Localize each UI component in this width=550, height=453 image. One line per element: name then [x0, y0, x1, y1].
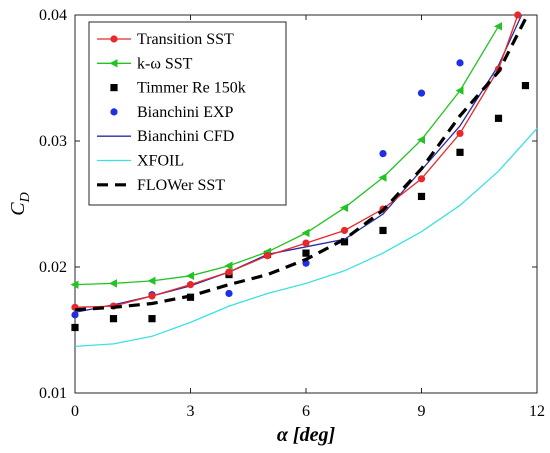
data-point — [340, 203, 348, 212]
series-xfoil — [74, 127, 538, 348]
y-axis-label-sub: D — [18, 192, 33, 203]
x-tick-label: 12 — [529, 403, 545, 420]
data-point — [263, 252, 272, 260]
ticks-layer: 0 3 6 9 12 0.01 0.02 0.03 0.04 — [39, 7, 545, 420]
y-tick-label: 0.04 — [39, 7, 67, 24]
data-point — [521, 81, 530, 90]
y-axis-label-main: C — [7, 202, 29, 216]
series-line — [74, 25, 500, 286]
data-point — [456, 129, 464, 138]
legend-marker-sample — [109, 59, 118, 68]
legend: Transition SST k-ω SST Timmer Re 150k Bianc… — [88, 21, 287, 206]
data-point — [302, 239, 310, 247]
data-point — [456, 148, 464, 156]
legend-marker-sample — [110, 35, 118, 43]
data-point — [417, 192, 426, 201]
y-tick-label: 0.03 — [39, 133, 67, 150]
legend-entry: Bianchini EXP — [110, 104, 234, 121]
series-line — [74, 127, 538, 348]
y-tick-label: 0.01 — [39, 385, 67, 402]
data-point — [225, 289, 233, 298]
legend-label: FLOWer SST — [137, 177, 225, 194]
data-point — [186, 271, 194, 281]
legend-label: Bianchini EXP — [137, 104, 234, 121]
data-point — [148, 292, 156, 300]
data-point — [378, 173, 387, 182]
legend-label: Timmer Re 150k — [137, 80, 246, 97]
legend-box — [88, 21, 287, 206]
legend-label: Transition SST — [137, 31, 234, 48]
y-axis-label: CD — [7, 192, 33, 215]
data-point — [301, 228, 310, 238]
data-point — [302, 249, 310, 257]
legend-label: Bianchini CFD — [137, 128, 234, 145]
legend-entry: k-ω SST — [97, 55, 193, 72]
data-point — [109, 315, 118, 323]
data-point — [494, 22, 502, 31]
data-point — [340, 226, 349, 235]
data-point — [109, 279, 117, 288]
legend-label: k-ω SST — [137, 55, 193, 72]
series-flower-sst — [74, 18, 527, 312]
x-tick-label: 6 — [302, 403, 310, 420]
legend-entry: FLOWer SST — [97, 177, 225, 194]
data-point — [186, 281, 195, 289]
series-layer — [70, 11, 538, 348]
legend-entry: Transition SST — [97, 31, 234, 48]
data-point — [456, 59, 464, 67]
data-point — [225, 268, 233, 276]
data-point — [417, 175, 426, 183]
data-point — [494, 114, 503, 122]
data-point — [417, 89, 426, 97]
x-tick-label: 3 — [187, 403, 195, 420]
legend-entry: Timmer Re 150k — [110, 80, 246, 97]
legend-label: XFOIL — [137, 153, 184, 170]
data-point — [148, 315, 156, 323]
legend-entry: XFOIL — [97, 153, 184, 170]
data-point — [224, 261, 233, 270]
series-line — [74, 18, 527, 312]
data-point — [417, 135, 425, 144]
data-point — [147, 276, 156, 286]
x-tick-label: 9 — [418, 403, 426, 420]
data-point — [379, 150, 387, 158]
series-k-sst — [70, 22, 502, 289]
data-point — [70, 280, 79, 289]
legend-marker-sample — [110, 108, 118, 116]
data-point — [514, 11, 522, 19]
legend-marker-sample — [110, 84, 118, 92]
y-tick-label: 0.02 — [39, 259, 67, 276]
legend-entry: Bianchini CFD — [97, 128, 234, 145]
x-axis-label: α [deg] — [277, 424, 336, 446]
x-tick-label: 0 — [71, 403, 79, 420]
data-point — [71, 311, 79, 319]
data-point — [340, 238, 349, 246]
data-point — [379, 226, 387, 235]
data-point — [455, 86, 464, 95]
data-point — [71, 323, 79, 332]
